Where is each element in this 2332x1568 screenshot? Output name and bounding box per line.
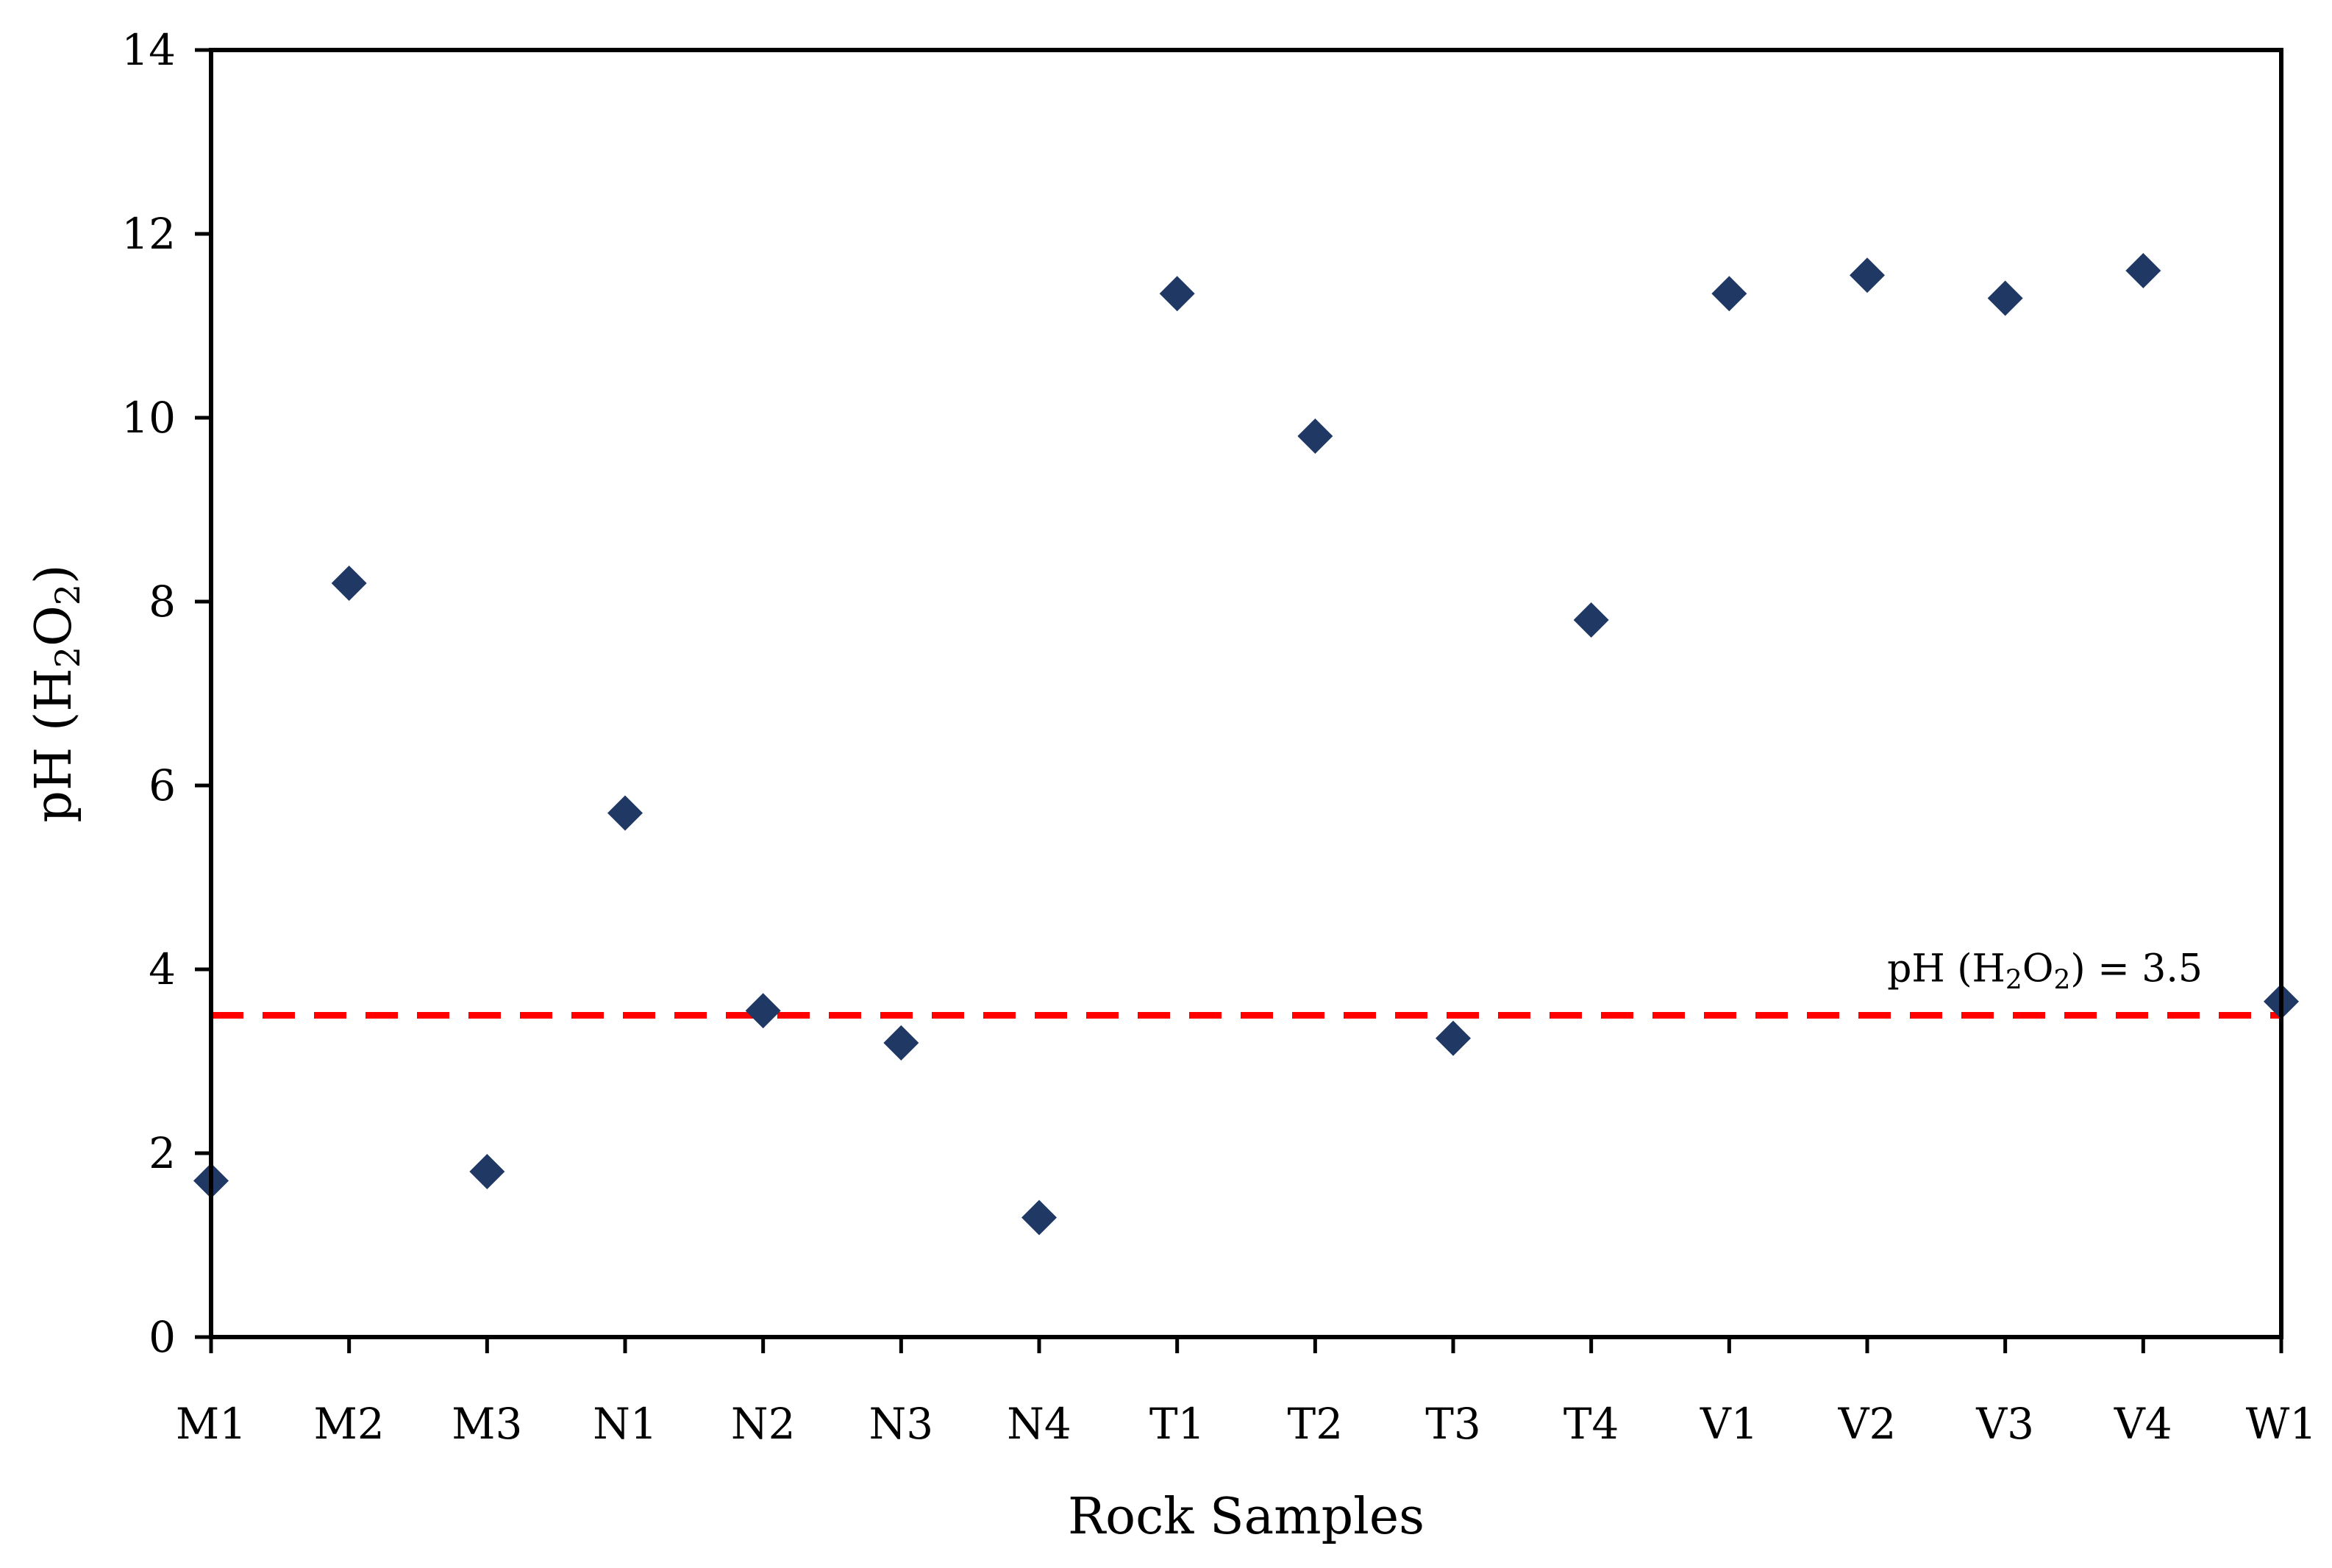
x-tick-label: M3 [452, 1399, 522, 1449]
y-tick-label: 4 [149, 944, 176, 994]
data-point [607, 795, 643, 831]
x-tick-label: M2 [314, 1399, 385, 1449]
y-tick-label: 2 [149, 1128, 176, 1178]
x-tick-label: T1 [1149, 1399, 1205, 1449]
x-tick-label: V4 [2114, 1399, 2172, 1449]
data-point [883, 1025, 919, 1061]
x-tick-label: V3 [1975, 1399, 2034, 1449]
y-tick-label: 8 [149, 577, 176, 627]
plot-area-frame [209, 48, 2283, 1339]
x-tick-label: N1 [593, 1399, 657, 1449]
x-tick-label: W1 [2246, 1399, 2317, 1449]
data-point [1436, 1020, 1471, 1056]
x-tick-label: V1 [1700, 1399, 1758, 1449]
data-point [1850, 257, 1885, 293]
y-tick-label: 0 [149, 1312, 176, 1362]
data-point [1573, 602, 1609, 638]
reference-line-label: pH (H2O2) = 3.5 [1887, 947, 2203, 996]
y-axis-title: pH (H2O2) [25, 564, 88, 822]
x-tick-label: N2 [731, 1399, 796, 1449]
data-point [1987, 280, 2023, 316]
x-axis-title: Rock Samples [1068, 1488, 1424, 1546]
data-point [1021, 1200, 1057, 1236]
data-point [745, 993, 781, 1029]
x-tick-label: N4 [1007, 1399, 1071, 1449]
x-tick-label: N3 [869, 1399, 934, 1449]
x-tick-label: M1 [176, 1399, 246, 1449]
x-tick-label: T3 [1425, 1399, 1481, 1449]
y-tick-label: 12 [121, 209, 176, 259]
x-tick-label: T2 [1288, 1399, 1344, 1449]
y-tick-label: 6 [149, 760, 176, 810]
data-point [1297, 418, 1333, 454]
data-point [1711, 276, 1747, 312]
x-tick-label: V2 [1838, 1399, 1897, 1449]
data-point [1159, 276, 1195, 312]
data-point [2125, 253, 2161, 288]
data-point [469, 1154, 505, 1189]
data-point [331, 566, 367, 601]
x-tick-label: T4 [1563, 1399, 1619, 1449]
y-tick-label: 14 [121, 25, 176, 75]
y-tick-label: 10 [121, 393, 176, 443]
